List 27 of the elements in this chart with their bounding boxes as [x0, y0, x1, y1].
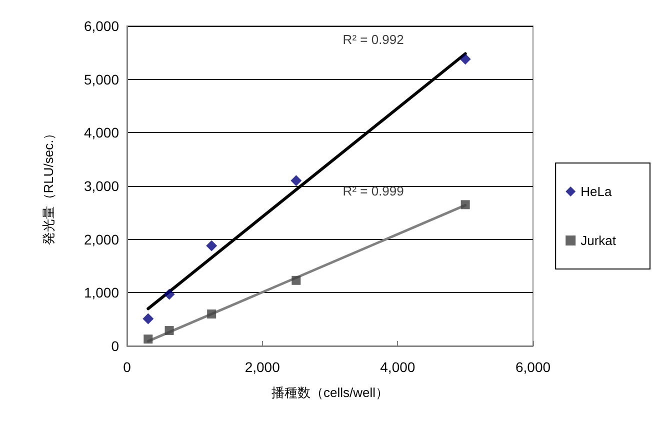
y-tick-label: 0: [111, 338, 120, 354]
y-tick-label: 2,000: [84, 231, 120, 248]
point: [292, 276, 301, 285]
point: [142, 313, 154, 324]
legend-label: Jurkat: [580, 233, 616, 248]
x-tick-label: 4,000: [380, 359, 416, 375]
annotation: R² = 0.992: [342, 32, 404, 48]
x-axis-title: 播種数（cells/well）: [271, 385, 389, 400]
annotation: R² = 0.999: [342, 184, 404, 199]
point: [460, 200, 470, 210]
legend-label: HeLa: [580, 184, 612, 199]
point: [164, 288, 175, 300]
point: [164, 326, 174, 336]
y-tick-label: 6,000: [84, 18, 120, 34]
x-tick-label: 0: [123, 359, 132, 375]
point: [460, 54, 471, 65]
y-tick-label: 3,000: [84, 178, 120, 194]
x-tick-label: 6,000: [515, 359, 551, 375]
x-tick-label: 2,000: [244, 359, 280, 375]
point: [290, 175, 302, 186]
point: [144, 334, 153, 344]
point: [206, 240, 218, 252]
y-axis-title: 発光量（RLU/sec.）: [41, 126, 56, 246]
y-tick-label: 1,000: [84, 284, 120, 301]
y-tick-label: 5,000: [84, 71, 120, 88]
y-tick-label: 4,000: [84, 124, 120, 141]
point: [207, 310, 216, 318]
